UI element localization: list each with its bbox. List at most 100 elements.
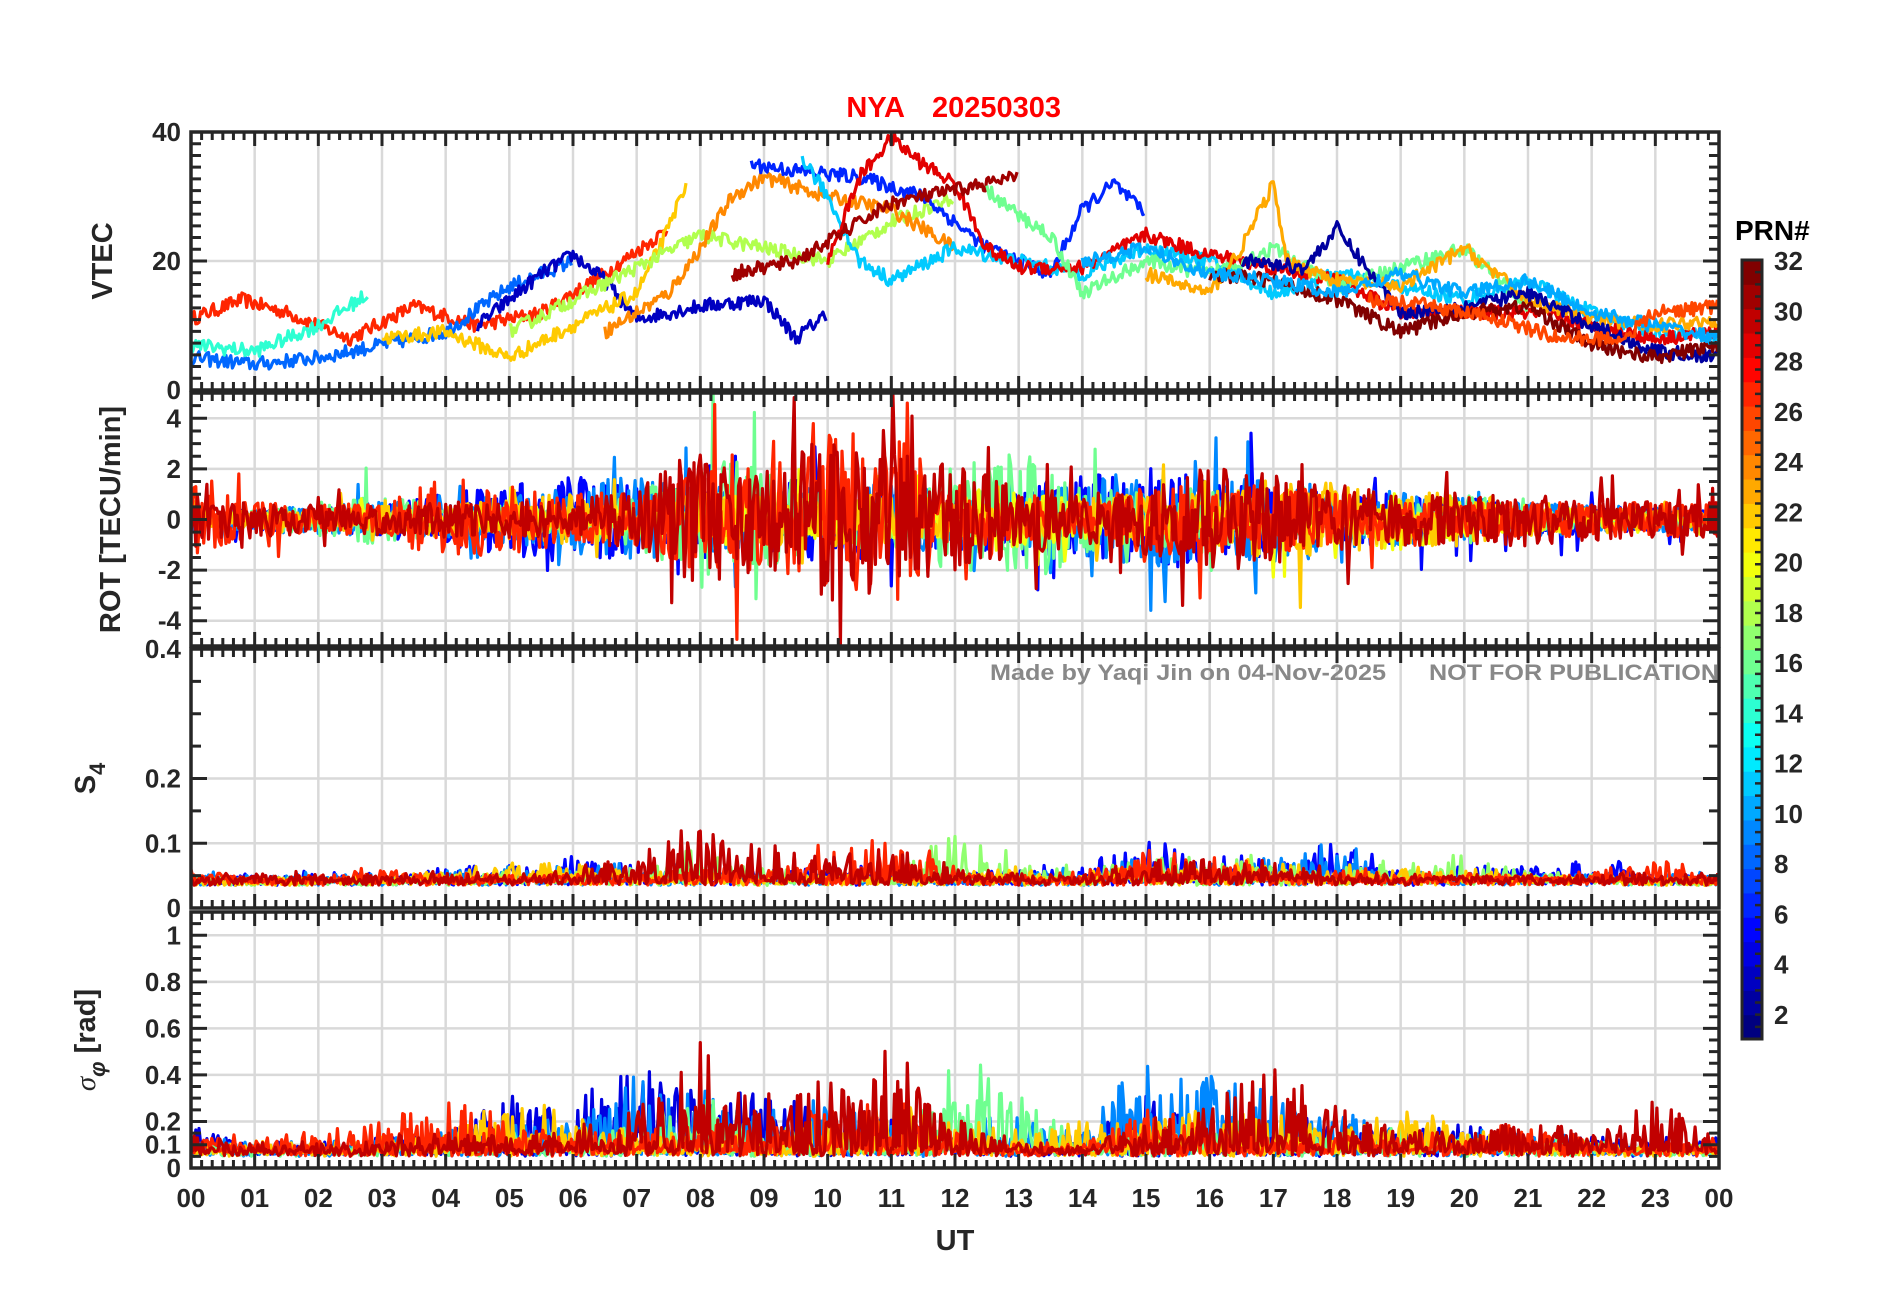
x-tick-label: 08	[686, 1183, 715, 1213]
series-prn-26	[1367, 291, 1719, 347]
axis-ticks	[189, 910, 1721, 1170]
axis-ticks	[189, 130, 1721, 392]
x-tick-label: 06	[559, 1183, 588, 1213]
series-group	[191, 132, 1719, 371]
colorbar-tick-label: 12	[1774, 749, 1803, 779]
colorbar-segment-32	[1742, 260, 1762, 285]
y-tick-label: 0.2	[145, 764, 181, 794]
x-tick-label: 00	[1705, 1183, 1734, 1213]
x-tick-label: 10	[813, 1183, 842, 1213]
x-tick-label: 23	[1641, 1183, 1670, 1213]
colorbar-tick-label: 30	[1774, 296, 1803, 326]
series-prn-10	[1080, 242, 1719, 345]
colorbar-segment-15	[1742, 673, 1762, 699]
colorbar-segment-9	[1742, 819, 1762, 845]
panel-s4: 0 0.1 0.2 0.4 S4	[70, 634, 1721, 923]
colorbar-tick-label: 10	[1774, 799, 1803, 829]
colorbar-tick-label: 32	[1774, 246, 1803, 276]
colorbar-tick-label: 16	[1774, 648, 1803, 678]
series-prn-30	[191, 1040, 1719, 1158]
y-tick-label: 0	[167, 893, 181, 923]
colorbar-segment-2	[1742, 990, 1762, 1016]
colorbar-tick-label: 8	[1774, 849, 1788, 879]
y-tick-label: -2	[158, 555, 181, 585]
y-axis-label-subscript: φ	[85, 1061, 110, 1076]
colorbar-segment-11	[1742, 771, 1762, 797]
colorbar-segment-6	[1742, 892, 1762, 918]
colorbar-segment-10	[1742, 795, 1762, 821]
colorbar-segment-30	[1742, 308, 1762, 334]
colorbar-segment-26	[1742, 406, 1762, 431]
colorbar-tick-label: 26	[1774, 397, 1803, 427]
y-tick-label: 1	[167, 920, 181, 950]
y-tick-label: 0.1	[145, 1130, 181, 1160]
x-axis-label: UT	[936, 1225, 975, 1257]
watermark-author: Made by Yaqi Jin on 04-Nov-2025	[990, 660, 1386, 685]
colorbar-label: PRN#	[1735, 215, 1810, 246]
series-prn-27	[191, 229, 669, 347]
colorbar-segment-17	[1742, 625, 1762, 650]
colorbar-segment-18	[1742, 600, 1762, 626]
x-tick-label: 09	[750, 1183, 779, 1213]
panel-sigma-phi: 00.10.2 0.4 0.6 0.8 1 σφ [rad]	[70, 910, 1721, 1183]
series-prn-18	[508, 192, 955, 338]
series-prn-3	[475, 249, 828, 345]
x-tick-label: 16	[1195, 1183, 1224, 1213]
colorbar-tick-label: 18	[1774, 598, 1803, 628]
y-axis-label-main: σ	[70, 1075, 102, 1091]
x-tick-label: 13	[1004, 1183, 1033, 1213]
colorbar-segment-25	[1742, 430, 1762, 456]
series-prn-8	[191, 255, 573, 371]
colorbar-tick-label: 22	[1774, 497, 1803, 527]
y-tick-label: 4	[167, 403, 182, 433]
y-axis-label: ROT [TECU/min]	[95, 406, 127, 633]
x-tick-label: 15	[1132, 1183, 1161, 1213]
watermark-notice: NOT FOR PUBLICATION	[1429, 660, 1719, 685]
colorbar-segment-22	[1742, 503, 1762, 529]
colorbar-segment-4	[1742, 941, 1762, 967]
y-tick-label: 0.6	[145, 1013, 181, 1043]
colorbar-segment-28	[1742, 357, 1762, 383]
x-tick-label: 07	[622, 1183, 651, 1213]
colorbar-tick-label: 14	[1774, 698, 1803, 728]
colorbar-segment-19	[1742, 576, 1762, 602]
colorbar-segment-29	[1742, 333, 1762, 358]
colorbar-segment-27	[1742, 381, 1762, 407]
series-prn-31	[730, 170, 1019, 282]
axis-ticks	[189, 391, 1721, 648]
y-tick-label: 0	[167, 375, 181, 405]
colorbar-segment-24	[1742, 454, 1762, 480]
series-group	[191, 829, 1719, 887]
colorbar-tick-label: 6	[1774, 899, 1788, 929]
x-tick-label: 04	[431, 1183, 460, 1213]
x-tick-label: 03	[368, 1183, 397, 1213]
colorbar-segment-16	[1742, 649, 1762, 675]
colorbar-segment-13	[1742, 722, 1762, 748]
colorbar-segment-8	[1742, 844, 1762, 870]
colorbar-segment-31	[1742, 284, 1762, 310]
x-tick-label: 00	[177, 1183, 206, 1213]
colorbar-tick-label: 4	[1774, 950, 1789, 980]
colorbar-frame	[1740, 258, 1764, 1041]
series-prn-30	[191, 829, 1719, 887]
series-prn-2	[1240, 220, 1719, 364]
y-tick-label: 0	[167, 1153, 181, 1183]
x-tick-label: 05	[495, 1183, 524, 1213]
colorbar-tick-label: 2	[1774, 1000, 1788, 1030]
x-tick-label: 01	[240, 1183, 269, 1213]
x-tick-label: 14	[1068, 1183, 1097, 1213]
x-tick-label: 22	[1577, 1183, 1606, 1213]
colorbar-segment-3	[1742, 965, 1762, 991]
y-axis-label-main: S	[70, 775, 102, 794]
x-tick-label: 20	[1450, 1183, 1479, 1213]
x-tick-label: 02	[304, 1183, 333, 1213]
x-tick-label: 18	[1323, 1183, 1352, 1213]
y-axis-label: S4	[70, 762, 110, 794]
series-prn-30	[191, 393, 1719, 646]
y-tick-label: 20	[152, 246, 181, 276]
y-tick-label: 2	[167, 454, 181, 484]
y-axis-label-main: VTEC	[87, 222, 119, 299]
y-axis-label: VTEC	[87, 222, 119, 299]
